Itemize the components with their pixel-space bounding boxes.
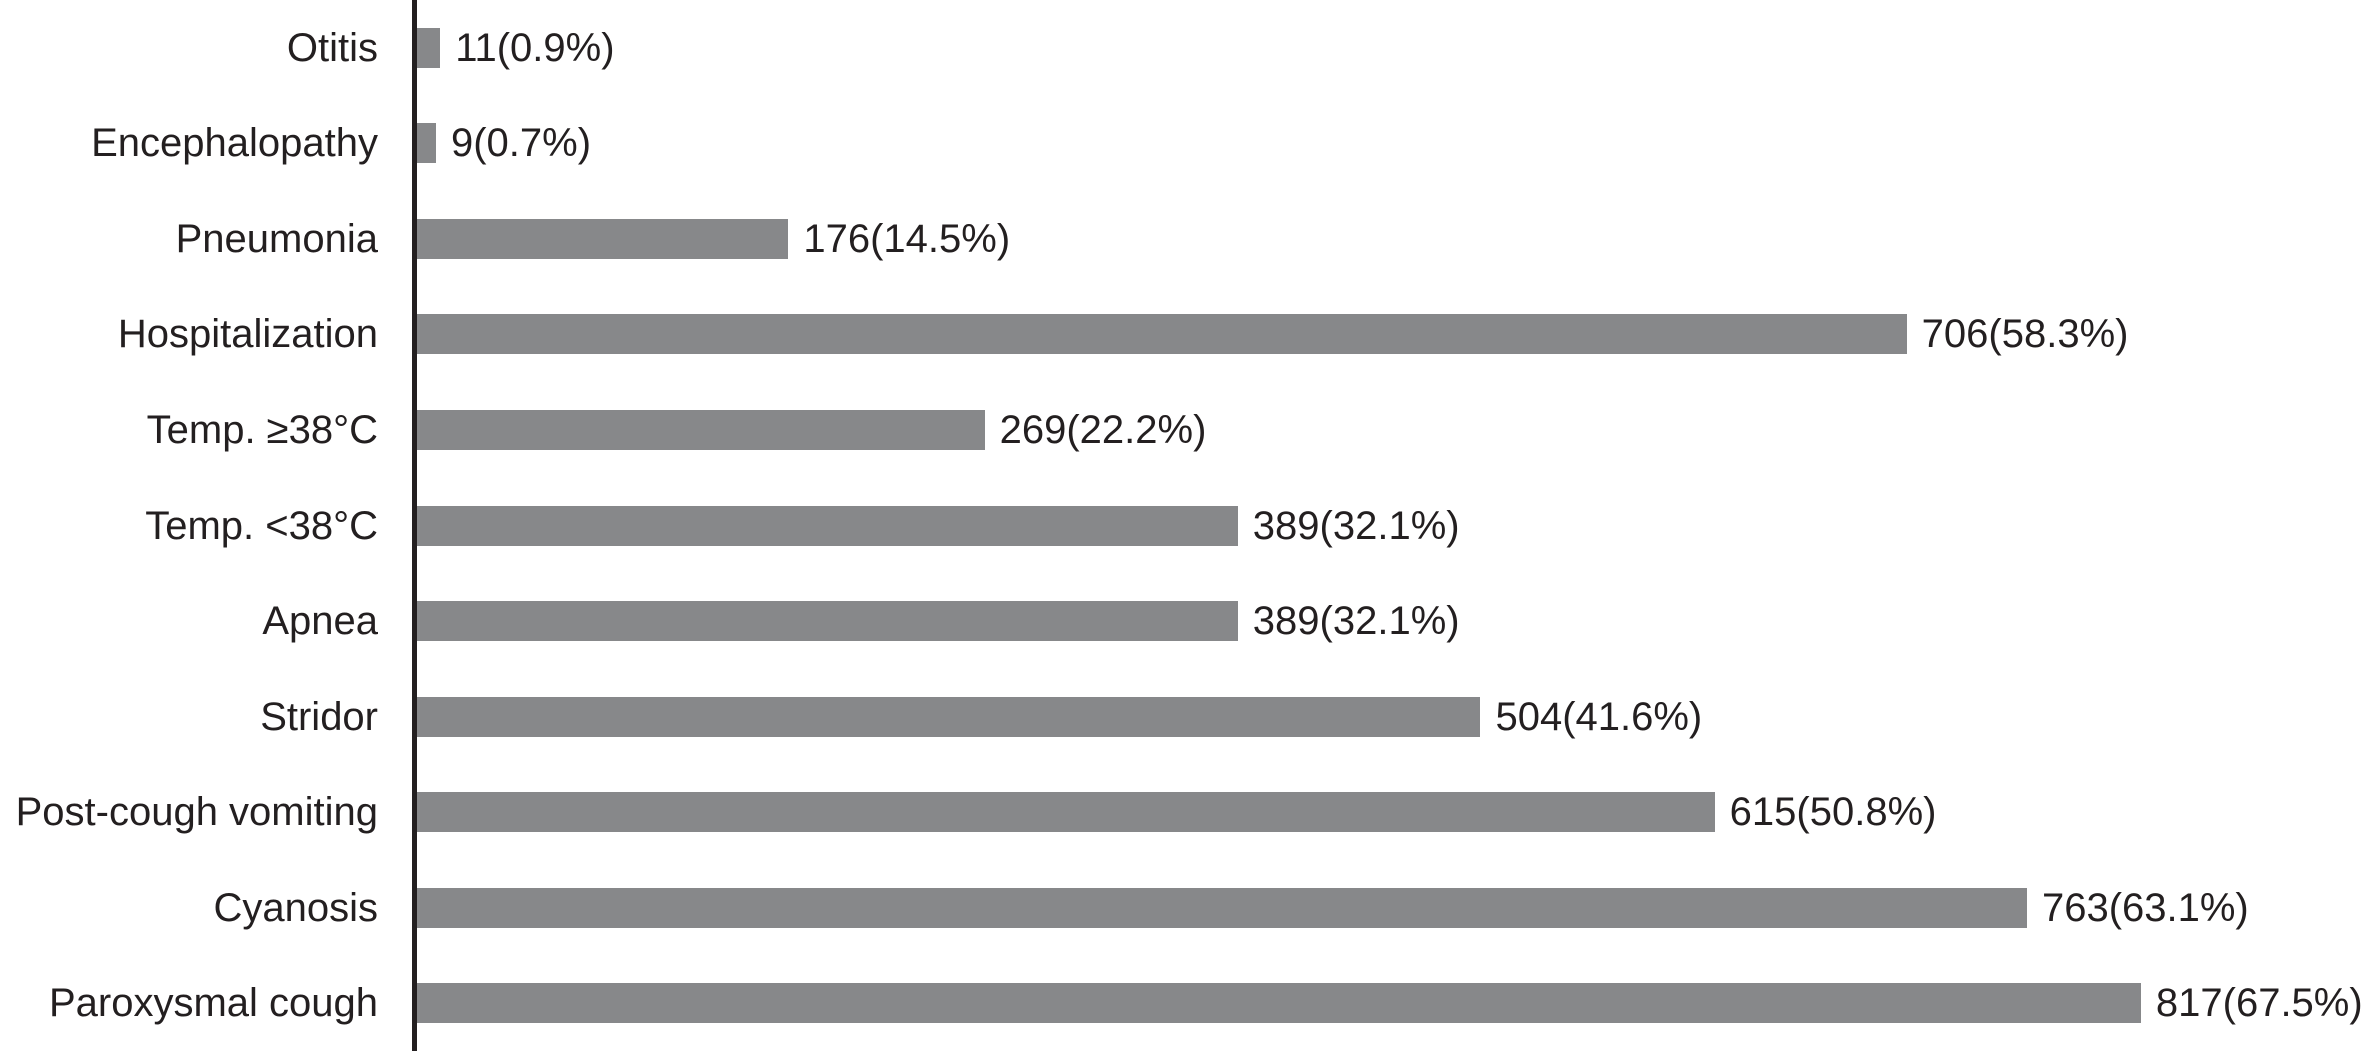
bar-track: 176(14.5%) [412, 191, 2373, 287]
category-label: Temp. <38°C [145, 503, 378, 548]
value-label: 504(41.6%) [1495, 694, 1703, 739]
value-label: 389(32.1%) [1252, 599, 1460, 644]
chart-row: Temp. <38°C 389(32.1%) [0, 478, 2373, 574]
chart-row: Paroxysmal cough 817(67.5%) [0, 955, 2373, 1051]
category-label: Apnea [262, 599, 378, 644]
category-label: Paroxysmal cough [48, 981, 378, 1026]
bar [417, 123, 436, 164]
bar-track: 504(41.6%) [412, 669, 2373, 765]
chart-row: Otitis 11(0.9%) [0, 0, 2373, 96]
bar [417, 505, 1238, 546]
bar [417, 792, 1715, 833]
chart-row: Apnea 389(32.1%) [0, 573, 2373, 669]
bar-track: 9(0.7%) [412, 96, 2373, 192]
category-label: Temp. ≥38°C [146, 407, 378, 452]
chart-row: Stridor 504(41.6%) [0, 669, 2373, 765]
value-label: 615(50.8%) [1729, 790, 1937, 835]
value-label: 269(22.2%) [999, 407, 1207, 452]
bar [417, 314, 1907, 355]
bar-track: 389(32.1%) [412, 573, 2373, 669]
y-axis-line [412, 0, 417, 1051]
chart-row: Encephalopathy 9(0.7%) [0, 96, 2373, 192]
chart-row: Pneumonia 176(14.5%) [0, 191, 2373, 287]
chart-row: Post-cough vomiting 615(50.8%) [0, 764, 2373, 860]
category-label: Pneumonia [175, 216, 378, 261]
value-label: 11(0.9%) [455, 25, 615, 70]
value-label: 176(14.5%) [803, 216, 1011, 261]
value-label: 817(67.5%) [2155, 981, 2363, 1026]
chart-row: Temp. ≥38°C 269(22.2%) [0, 382, 2373, 478]
chart-row: Cyanosis 763(63.1%) [0, 860, 2373, 956]
bar-track: 11(0.9%) [412, 0, 2373, 96]
value-label: 389(32.1%) [1252, 503, 1460, 548]
bar-track: 615(50.8%) [412, 764, 2373, 860]
category-label: Stridor [260, 694, 378, 739]
category-label: Encephalopathy [91, 121, 378, 166]
bar-track: 706(58.3%) [412, 287, 2373, 383]
bar [417, 218, 789, 259]
category-label: Cyanosis [213, 885, 378, 930]
bar [417, 887, 2027, 928]
bar [417, 27, 441, 68]
bar-track: 817(67.5%) [412, 955, 2373, 1051]
chart-row: Hospitalization 706(58.3%) [0, 287, 2373, 383]
bar-track: 763(63.1%) [412, 860, 2373, 956]
bar [417, 601, 1238, 642]
category-label: Post-cough vomiting [15, 790, 378, 835]
bar-track: 389(32.1%) [412, 478, 2373, 574]
value-label: 9(0.7%) [450, 121, 592, 166]
value-label: 706(58.3%) [1921, 312, 2129, 357]
category-label: Hospitalization [117, 312, 378, 357]
bar [417, 409, 985, 450]
bar [417, 696, 1481, 737]
category-label: Otitis [286, 25, 378, 70]
value-label: 763(63.1%) [2041, 885, 2249, 930]
bar [417, 983, 2141, 1024]
bar-track: 269(22.2%) [412, 382, 2373, 478]
